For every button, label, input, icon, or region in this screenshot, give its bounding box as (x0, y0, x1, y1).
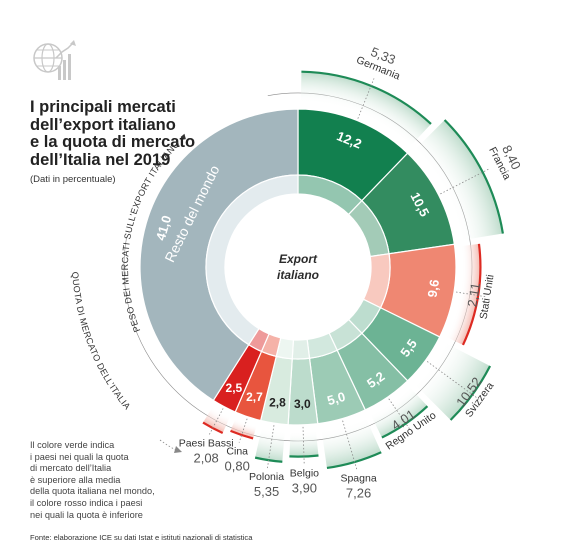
value-label-group-belgio: 3,0 (294, 397, 311, 411)
note-line: il colore rosso indica i paesi (30, 497, 143, 508)
note-line: Il colore verde indica (30, 440, 115, 450)
value-label-group-cina: 2,7 (246, 390, 263, 404)
globe-chart-icon (33, 40, 76, 80)
title-line: I principali mercati (30, 98, 176, 116)
note-line: è superiore alla media (30, 474, 121, 485)
quota-edge-francia (443, 119, 504, 234)
value-label-group-stati-uniti: 9,6 (424, 278, 442, 298)
quota-edge-regno-unito (381, 405, 429, 439)
leader-line-belgio (302, 426, 305, 465)
quota-value-stati-uniti: 2,11 (464, 282, 483, 308)
value-label-group-polonia: 2,8 (269, 395, 286, 409)
country-label-cina: Cina (226, 445, 248, 457)
quota-bar-cina (230, 418, 257, 439)
inner-axis-arrow (174, 446, 182, 453)
quota-value-spagna: 7,26 (346, 485, 371, 500)
quota-bar-svizzera (413, 342, 491, 421)
center-label-line: italiano (277, 268, 319, 282)
country-label-belgio: Belgio (290, 467, 319, 479)
leader-line-regno-unito (388, 398, 411, 431)
quota-value-polonia: 5,35 (254, 484, 279, 499)
quota-bar-polonia (255, 427, 285, 462)
country-label-paesi-bassi: Paesi Bassi (179, 438, 234, 450)
value-label-group-paesi-bassi: 2,5 (226, 381, 243, 395)
quota-bar-regno-unito (370, 387, 428, 438)
title-line: e la quota di mercato (30, 133, 196, 151)
note-line: di mercato dell’Italia (30, 463, 112, 474)
leader-line-francia (440, 168, 490, 195)
note-line: i paesi nei quali la quota (30, 451, 129, 462)
inner-ring-belgio (291, 338, 311, 360)
leader-line-germania (357, 78, 375, 119)
value-label-paesi-bassi: 2,5 (226, 381, 243, 395)
title-line: dell’export italiano (30, 115, 176, 134)
quota-edge-cina (230, 429, 254, 440)
quota-value-belgio: 3,90 (292, 480, 317, 495)
quota-value-cina: 0,80 (225, 458, 250, 473)
value-label-group-resto-del-mondo: 41,0 (153, 214, 174, 242)
value-label-group-spagna: 5,0 (325, 389, 347, 408)
source-note: Fonte: elaborazione ICE su dati Istat e … (30, 533, 253, 542)
leader-line-svizzera (426, 361, 480, 400)
quota-bar-spagna (321, 416, 382, 468)
leader-line-cina (238, 418, 248, 443)
quota-bar-belgio (289, 430, 319, 457)
value-label-polonia: 2,8 (269, 395, 286, 409)
leader-line-spagna (342, 420, 358, 470)
legend-note: Il colore verde indica i paesi nei quali… (30, 440, 182, 521)
donut-center (225, 194, 371, 340)
value-label-cina: 2,7 (246, 390, 263, 404)
value-label-resto-del-mondo: 41,0 (153, 214, 174, 242)
chart-subtitle: (Dati in percentuale) (30, 174, 116, 185)
quota-edge-belgio (289, 454, 319, 458)
quota-bar-germania (300, 71, 432, 147)
center-label-line: Export (279, 252, 318, 266)
quota-bar-francia (413, 119, 503, 241)
quota-value-paesi-bassi: 2,08 (193, 451, 218, 466)
country-label-polonia: Polonia (249, 471, 284, 483)
leader-line-paesi-bassi (208, 408, 224, 436)
value-label-spagna: 5,0 (325, 389, 347, 408)
note-line: della quota italiana nel mondo, (30, 486, 155, 497)
country-label-spagna: Spagna (340, 472, 376, 484)
note-line: nei quali la quota è inferiore (30, 509, 143, 520)
leader-line-polonia (267, 425, 275, 469)
title-line: dell’Italia nel 2019 (30, 150, 171, 169)
chart-title: I principali mercati dell’export italian… (30, 98, 230, 169)
value-label-stati-uniti: 9,6 (424, 278, 442, 298)
value-label-belgio: 3,0 (294, 397, 311, 411)
leader-line-stati-uniti (455, 291, 487, 298)
